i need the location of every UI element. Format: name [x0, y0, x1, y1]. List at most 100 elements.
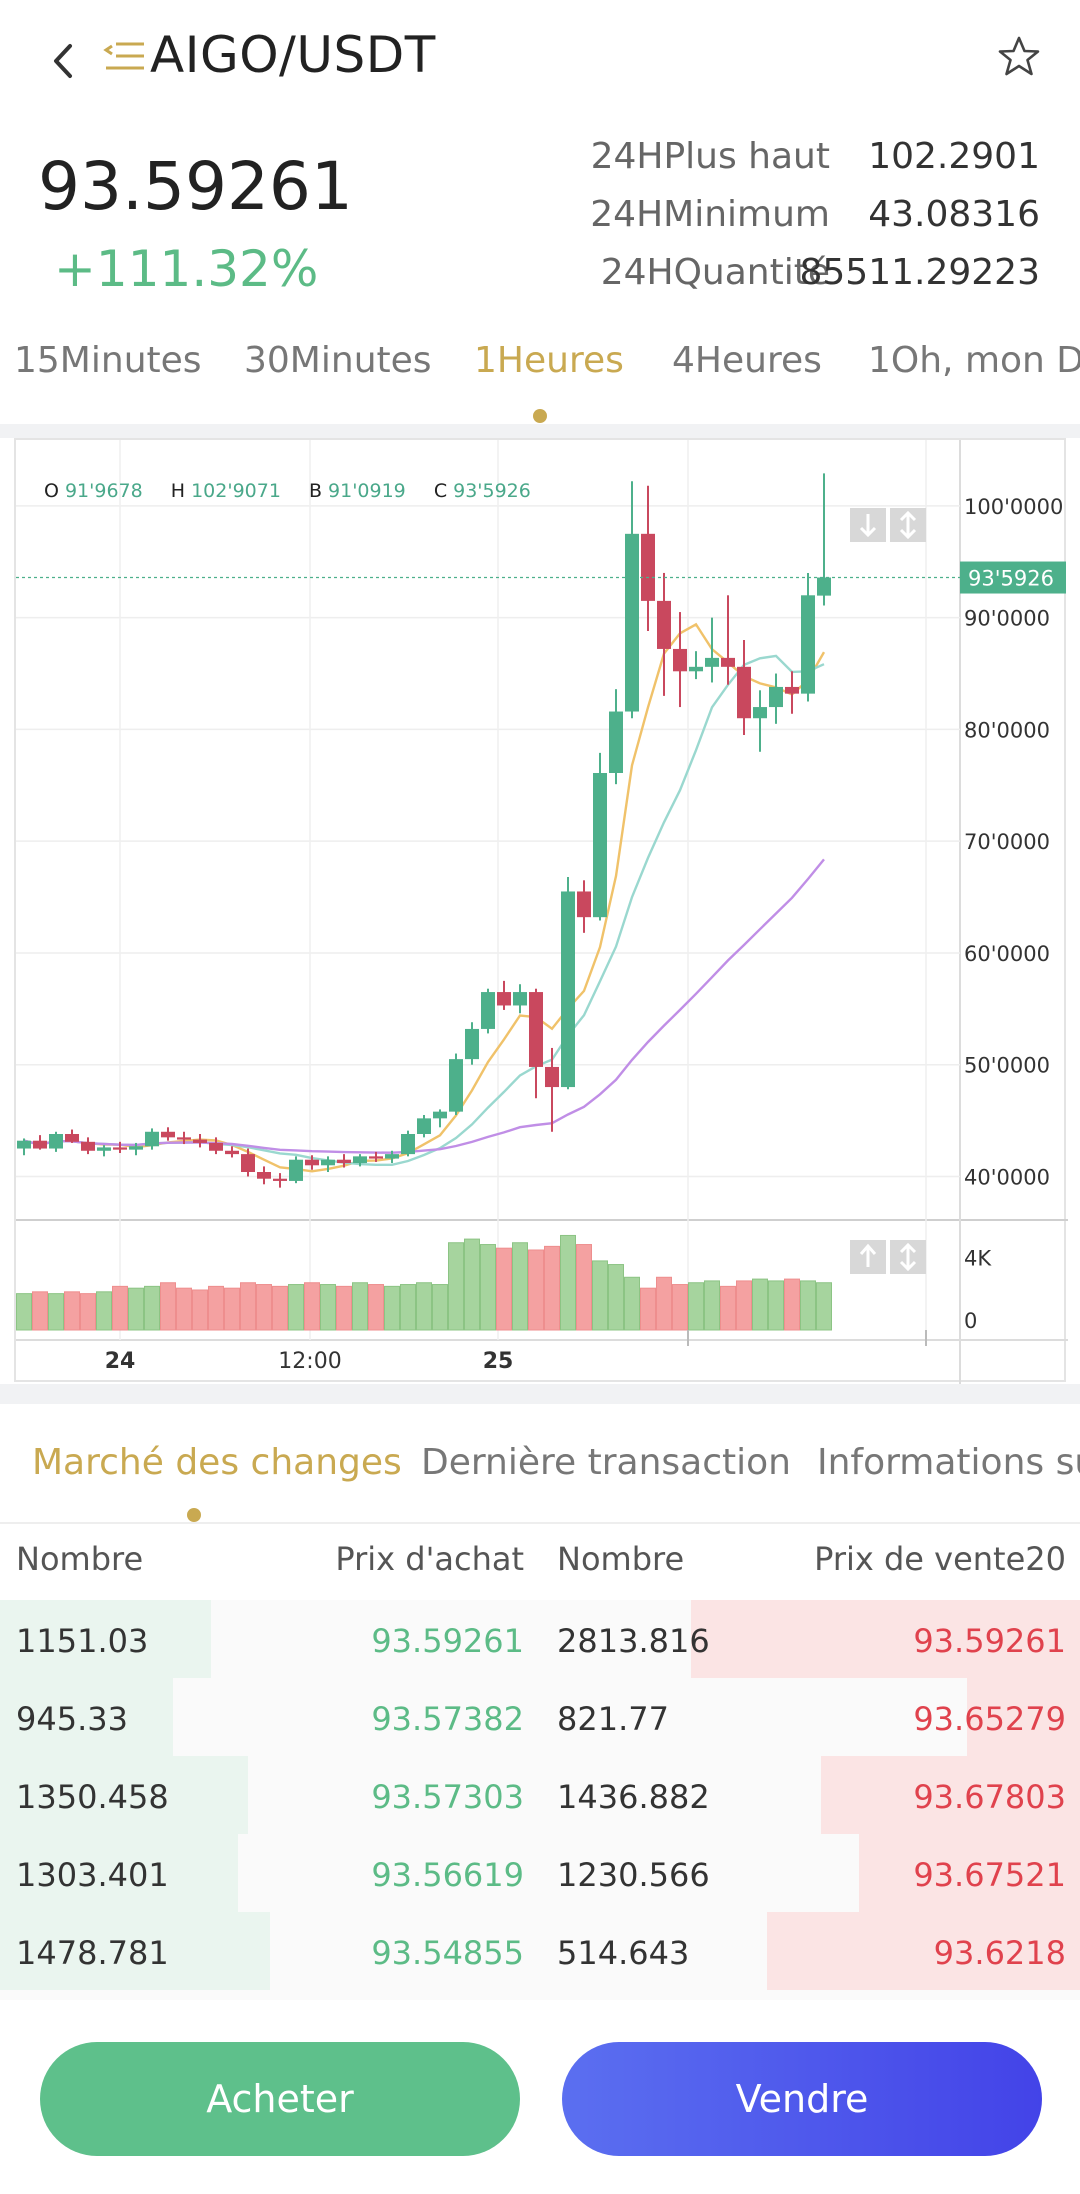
ohlc-close: 93'5926 — [453, 480, 531, 502]
kline-chart[interactable]: 100'0000 90'0000 80'0000 70'0000 60'0000 50'0… — [14, 438, 1068, 1384]
order-book-row[interactable]: 945.33 93.57382 821.77 93.65279 — [0, 1678, 1080, 1756]
volume-bar — [64, 1291, 80, 1331]
volume-bar — [272, 1285, 288, 1331]
order-book-row[interactable]: 1151.03 93.59261 2813.816 93.59261 — [0, 1600, 1080, 1678]
ohlc-key: O — [44, 480, 59, 502]
candle-up — [289, 1159, 303, 1181]
ask-price: 93.67521 — [913, 1856, 1066, 1894]
candle-down — [81, 1141, 95, 1151]
order-book-row[interactable]: 1303.401 93.56619 1230.566 93.67521 — [0, 1834, 1080, 1912]
sell-button[interactable]: Vendre — [562, 2042, 1042, 2156]
candle-up — [705, 657, 719, 667]
pair-list-icon[interactable] — [102, 36, 148, 82]
volume-bar — [352, 1282, 368, 1331]
candle-down — [257, 1172, 271, 1179]
ask-price: 93.65279 — [913, 1700, 1066, 1738]
divider — [0, 1522, 1080, 1524]
volume-bar — [208, 1285, 224, 1331]
candle-down — [673, 648, 687, 672]
tab-15min[interactable]: 15Minutes — [14, 340, 202, 381]
candlestick-svg[interactable]: 100'0000 90'0000 80'0000 70'0000 60'0000 50'0… — [16, 440, 1068, 1384]
stat-label: 24HMinimum — [590, 194, 830, 235]
volume-bar — [112, 1285, 128, 1331]
favorite-star-icon[interactable] — [994, 32, 1044, 82]
expand-vertical-icon — [899, 510, 917, 540]
ask-depth-bar — [859, 1834, 1080, 1912]
tab-1h[interactable]: 1Heures — [474, 340, 624, 381]
ask-depth-bar — [691, 1600, 1080, 1678]
candle-down — [657, 600, 671, 649]
volume-bar — [336, 1285, 352, 1331]
price-tick-label: 90'0000 — [964, 607, 1050, 631]
section-divider — [0, 424, 1080, 438]
volume-bar — [800, 1280, 816, 1331]
stat-24h-low: 24HMinimum 43.08316 — [560, 194, 1040, 252]
ask-depth-bar — [821, 1756, 1080, 1834]
volume-bar — [576, 1244, 592, 1331]
last-price-label: 93'5926 — [968, 567, 1054, 591]
price-tick-label: 70'0000 — [964, 830, 1050, 854]
candle-up — [465, 1028, 479, 1060]
tab-info[interactable]: Informations sur — [817, 1442, 1080, 1483]
volume-bar — [592, 1260, 608, 1331]
volume-bar — [240, 1282, 256, 1331]
volume-bar — [704, 1280, 720, 1331]
active-tab-indicator — [187, 1508, 201, 1522]
ohlc-key: H — [170, 480, 186, 502]
volume-bar — [528, 1249, 544, 1331]
tab-market-depth[interactable]: Marché des changes — [32, 1442, 402, 1483]
header-bid-qty: Nombre — [16, 1540, 144, 1578]
bid-depth-bar — [0, 1834, 238, 1912]
stat-24h-high: 24HPlus haut 102.2901 — [560, 136, 1040, 194]
ma10-line — [23, 654, 825, 1166]
candle-down — [193, 1139, 207, 1143]
candle-up — [401, 1134, 415, 1155]
tab-1d[interactable]: 1Oh, mon Dieu — [868, 340, 1080, 381]
ask-quantity: 821.77 — [557, 1700, 669, 1738]
candle-up — [481, 992, 495, 1029]
ma30-line — [23, 858, 825, 1154]
ohlc-low: 91'0919 — [328, 480, 406, 502]
candle-down — [65, 1134, 79, 1142]
section-divider — [0, 1384, 1080, 1404]
stat-label: 24HQuantité — [600, 252, 830, 293]
candle-up — [17, 1140, 31, 1149]
volume-bar — [560, 1234, 576, 1331]
bid-depth-bar — [0, 1756, 248, 1834]
ohlc-key: C — [433, 480, 448, 502]
time-axis-label: 25 — [483, 1349, 514, 1374]
ohlc-key: B — [308, 480, 323, 502]
volume-bar — [128, 1287, 144, 1331]
order-book-row[interactable]: 1478.781 93.54855 514.643 93.6218 — [0, 1912, 1080, 1990]
time-axis-label: 24 — [105, 1349, 136, 1374]
bid-quantity: 1303.401 — [16, 1856, 169, 1894]
stat-value: 102.2901 — [868, 136, 1040, 177]
ask-price: 93.6218 — [933, 1934, 1066, 1972]
volume-bar — [384, 1285, 400, 1331]
back-arrow-icon[interactable] — [40, 36, 90, 86]
ask-quantity: 2813.816 — [557, 1622, 710, 1660]
stat-value: 43.08316 — [868, 194, 1040, 235]
candle-up — [97, 1147, 111, 1151]
last-price: 93.59261 — [38, 148, 353, 225]
pair-title[interactable]: AIGO/USDT — [150, 26, 436, 84]
bid-depth-bar — [0, 1912, 270, 1990]
tab-30min[interactable]: 30Minutes — [244, 340, 432, 381]
volume-bar — [16, 1293, 32, 1331]
volume-bar — [640, 1287, 656, 1331]
header-ask-qty: Nombre — [557, 1540, 685, 1578]
buy-button[interactable]: Acheter — [40, 2042, 520, 2156]
bid-quantity: 945.33 — [16, 1700, 128, 1738]
header-bid-price: Prix d'achat — [335, 1540, 524, 1578]
candle-up — [49, 1134, 63, 1149]
tab-4h[interactable]: 4Heures — [672, 340, 822, 381]
volume-bar — [32, 1291, 48, 1331]
bid-price: 93.57303 — [371, 1778, 524, 1816]
order-book-row[interactable]: 1350.458 93.57303 1436.882 93.67803 — [0, 1756, 1080, 1834]
volume-bar — [752, 1278, 768, 1331]
tab-latest-trades[interactable]: Dernière transaction — [421, 1442, 791, 1483]
volume-bar — [480, 1244, 496, 1331]
bid-price: 93.56619 — [371, 1856, 524, 1894]
volume-bar — [672, 1284, 688, 1331]
volume-bar — [656, 1276, 672, 1331]
